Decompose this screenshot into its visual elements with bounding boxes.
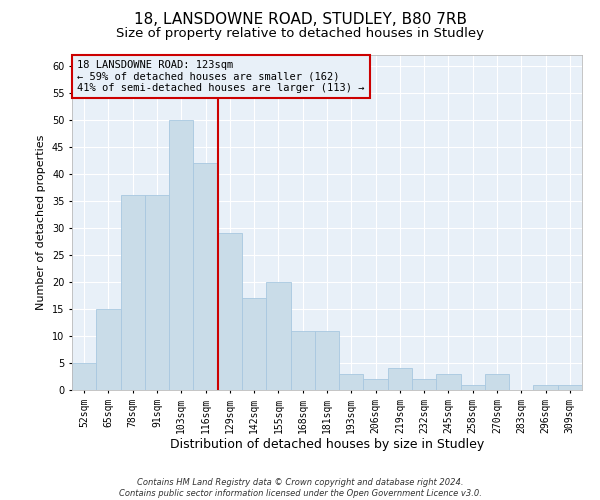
Bar	[121, 196, 145, 390]
Bar	[461, 384, 485, 390]
Text: Contains HM Land Registry data © Crown copyright and database right 2024.
Contai: Contains HM Land Registry data © Crown c…	[119, 478, 481, 498]
Text: 18, LANSDOWNE ROAD, STUDLEY, B80 7RB: 18, LANSDOWNE ROAD, STUDLEY, B80 7RB	[133, 12, 467, 28]
Bar	[145, 196, 169, 390]
Bar	[315, 330, 339, 390]
Bar	[169, 120, 193, 390]
Bar	[533, 384, 558, 390]
Text: 18 LANSDOWNE ROAD: 123sqm
← 59% of detached houses are smaller (162)
41% of semi: 18 LANSDOWNE ROAD: 123sqm ← 59% of detac…	[77, 60, 365, 93]
Text: Size of property relative to detached houses in Studley: Size of property relative to detached ho…	[116, 28, 484, 40]
Bar	[412, 379, 436, 390]
Bar	[193, 163, 218, 390]
Bar	[388, 368, 412, 390]
Bar	[436, 374, 461, 390]
Bar	[364, 379, 388, 390]
Bar	[339, 374, 364, 390]
Bar	[485, 374, 509, 390]
Bar	[290, 330, 315, 390]
X-axis label: Distribution of detached houses by size in Studley: Distribution of detached houses by size …	[170, 438, 484, 452]
Bar	[242, 298, 266, 390]
Bar	[96, 309, 121, 390]
Bar	[266, 282, 290, 390]
Bar	[72, 363, 96, 390]
Y-axis label: Number of detached properties: Number of detached properties	[37, 135, 46, 310]
Bar	[558, 384, 582, 390]
Bar	[218, 234, 242, 390]
